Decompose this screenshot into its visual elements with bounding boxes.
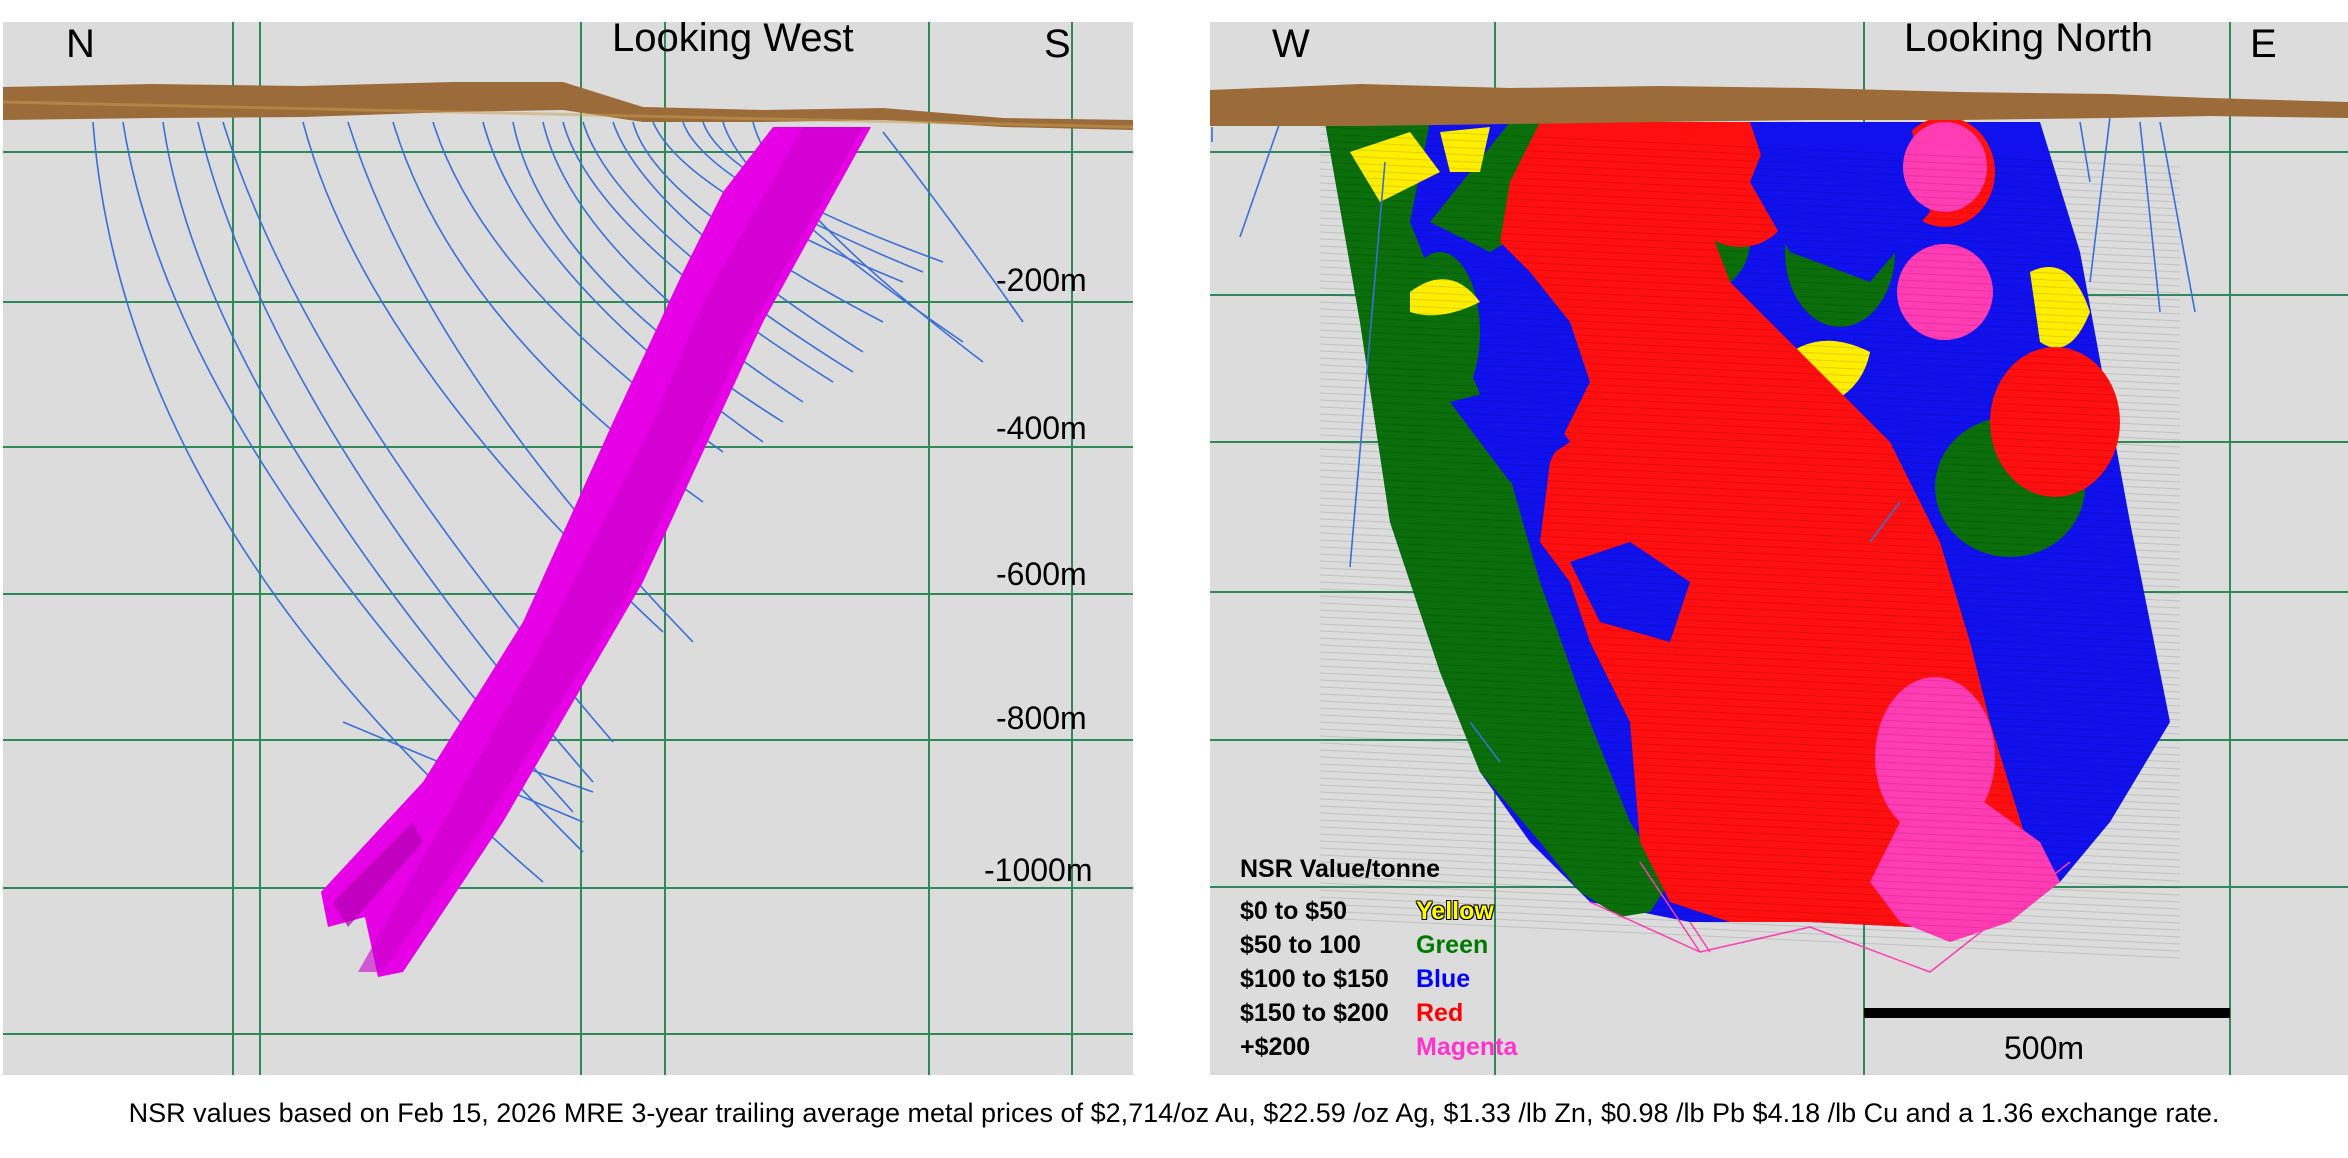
topographic-surface — [3, 82, 1133, 130]
figure-caption: NSR values based on Feb 15, 2026 MRE 3-y… — [128, 1098, 2220, 1128]
nsr-block-model — [1319, 117, 2181, 973]
left-title: Looking West — [612, 16, 854, 60]
depth-label-600: -600m — [996, 556, 1087, 592]
legend: NSR Value/tonne $0 to $50 Yellow $50 to 10… — [1240, 852, 1517, 1064]
right-section-view — [1210, 22, 2348, 1075]
legend-range: $150 to $200 — [1240, 999, 1389, 1027]
right-corner-e: E — [2250, 22, 2277, 66]
legend-row: $100 to $150 Blue — [1240, 962, 1517, 996]
legend-title: NSR Value/tonne — [1240, 855, 1441, 883]
legend-range: $100 to $150 — [1240, 965, 1389, 993]
legend-row: $50 to 100 Green — [1240, 928, 1517, 962]
legend-color-name: Blue — [1416, 965, 1471, 993]
topographic-surface-right — [1210, 84, 2348, 126]
left-corner-s: S — [1044, 22, 1071, 66]
legend-range: $50 to 100 — [1240, 931, 1361, 959]
legend-row: $150 to $200 Red — [1240, 996, 1517, 1030]
left-section-panel — [3, 22, 1133, 1075]
right-title: Looking North — [1904, 16, 2154, 60]
legend-color-name: Red — [1416, 999, 1464, 1027]
drillholes-right — [1211, 116, 2196, 763]
legend-color-name: Magenta — [1416, 1033, 1518, 1061]
legend-range: +$200 — [1240, 1033, 1311, 1061]
scale-bar-label: 500m — [2004, 1030, 2085, 1066]
right-corner-w: W — [1272, 22, 1310, 66]
legend-row: $0 to $50 Yellow — [1240, 894, 1517, 928]
legend-row: +$200 Magenta — [1240, 1030, 1517, 1064]
left-corner-n: N — [66, 22, 95, 66]
scale-bar — [1864, 1008, 2230, 1018]
legend-range: $0 to $50 — [1240, 897, 1348, 925]
legend-items: $0 to $50 Yellow $50 to 100 Green $100 to $1… — [1240, 894, 1517, 1064]
depth-label-400: -400m — [996, 410, 1087, 446]
legend-color-name: Yellow — [1416, 897, 1494, 925]
left-section-view — [3, 22, 1133, 1075]
depth-label-800: -800m — [996, 700, 1087, 736]
right-section-panel — [1210, 22, 2348, 1075]
legend-color-name: Green — [1416, 931, 1489, 959]
depth-label-1000: -1000m — [984, 852, 1093, 888]
magenta-ore-body — [321, 127, 871, 977]
depth-label-200: -200m — [996, 262, 1087, 298]
magenta-wireframe — [1589, 861, 2071, 973]
